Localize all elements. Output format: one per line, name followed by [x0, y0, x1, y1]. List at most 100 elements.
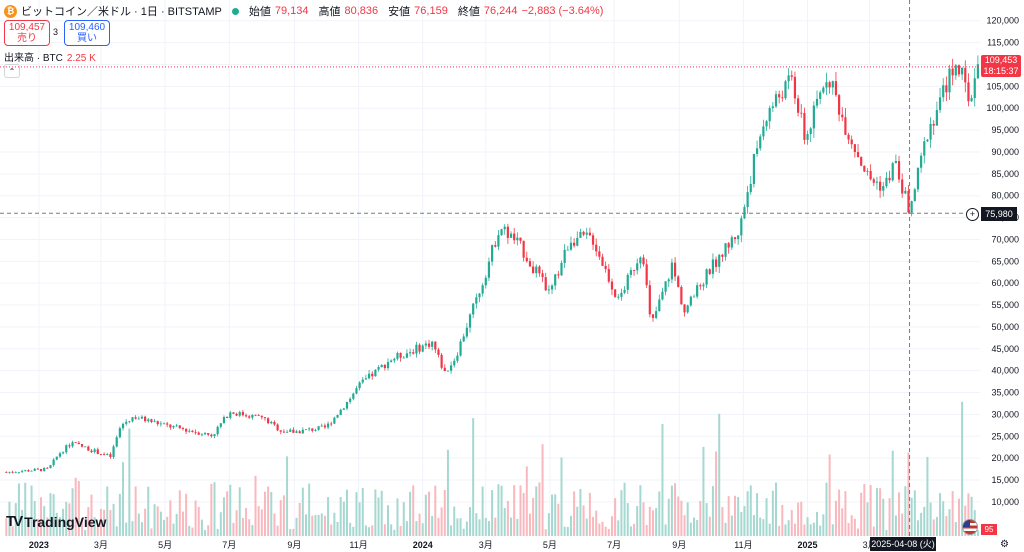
candle-body	[377, 367, 380, 370]
volume-bar	[648, 506, 651, 536]
candle-body	[304, 429, 308, 431]
volume-bar	[396, 498, 399, 536]
volume-bar	[913, 490, 916, 536]
volume-bar	[525, 466, 528, 536]
candle-body	[222, 416, 226, 424]
candle-body	[55, 456, 58, 460]
volume-bar	[469, 507, 472, 536]
time-tick-label: 11月	[734, 540, 752, 550]
candle-body	[951, 68, 954, 76]
price-tick-label: 35,000	[991, 388, 1019, 398]
candle-body	[932, 123, 935, 126]
volume-bar	[566, 526, 569, 536]
volume-bar	[377, 497, 380, 536]
volume-bar	[711, 486, 714, 536]
candle-body	[784, 81, 787, 99]
volume-bar	[462, 528, 465, 536]
volume-bar	[929, 502, 932, 536]
candle-body	[364, 378, 368, 380]
candle-body	[295, 431, 298, 433]
sell-price: 109,457	[8, 22, 46, 33]
price-tick-label: 60,000	[991, 278, 1019, 288]
tradingview-logo[interactable]: TV TradingView	[6, 513, 106, 530]
volume-bar	[65, 501, 68, 536]
volume-bar	[661, 424, 664, 536]
symbol-title[interactable]: ビットコイン／米ドル · 1日 · BITSTAMP	[21, 6, 222, 18]
candle-body	[781, 97, 784, 99]
candle-body	[437, 349, 440, 355]
volume-bar	[781, 504, 784, 536]
candle-body	[219, 423, 222, 427]
volume-bar	[21, 509, 24, 536]
volume-bar	[607, 529, 610, 536]
candle-body	[920, 155, 923, 168]
volume-bar	[52, 494, 55, 536]
volume-bar	[30, 485, 33, 536]
candle-body	[733, 237, 737, 240]
candle-body	[765, 121, 768, 127]
price-tick-label: 45,000	[991, 344, 1019, 354]
volume-bar	[93, 517, 96, 536]
sell-button[interactable]: 109,457 売り	[4, 20, 50, 46]
volume-bar	[140, 522, 143, 536]
volume-bar	[393, 529, 396, 536]
price-tick-label: 25,000	[991, 431, 1019, 441]
volume-bar	[658, 491, 661, 536]
candle-body	[525, 257, 528, 262]
candle-body	[686, 305, 689, 313]
us-flag-icon[interactable]	[962, 519, 978, 535]
candle-body	[33, 468, 36, 471]
candle-body	[320, 425, 323, 427]
volume-bar	[588, 492, 591, 536]
volume-bar	[500, 485, 503, 536]
volume-bar	[99, 508, 102, 536]
volume-bar	[263, 491, 266, 536]
volume-bar	[317, 514, 320, 536]
candle-body	[544, 277, 547, 291]
candle-body	[841, 114, 844, 118]
candle-body	[200, 434, 203, 436]
candle-body	[263, 417, 267, 419]
volume-bar	[951, 491, 954, 536]
volume-bar	[125, 522, 128, 536]
candle-body	[342, 408, 345, 410]
volume-bar	[544, 529, 547, 536]
volume-bar	[380, 490, 383, 536]
time-axis[interactable]: 2023 3月 5月 7月 9月 11月 2024 3月 5月 7月 9月 11月 2025 3月	[29, 540, 877, 550]
price-axis[interactable]: 120,000115,000110,000105,000100,00095,00…	[986, 16, 1019, 507]
volume-bar	[601, 521, 604, 536]
buy-button[interactable]: 109,460 買い	[64, 20, 110, 46]
volume-bar	[207, 525, 210, 536]
candle-body	[822, 87, 825, 93]
volume-bar	[431, 515, 434, 536]
settings-gear-icon[interactable]: ⚙	[1000, 539, 1009, 550]
time-tick-label: 5月	[543, 540, 557, 550]
candle-body	[210, 434, 213, 437]
volume-bar	[727, 496, 730, 536]
time-tick-label: 3月	[479, 540, 493, 550]
candle-body	[367, 373, 371, 379]
volume-bar	[787, 520, 790, 536]
volume-bar	[298, 502, 301, 536]
candle-body	[472, 303, 475, 315]
add-alert-plus-icon[interactable]: +	[966, 208, 979, 221]
candle-body	[743, 207, 746, 219]
volume-bar	[40, 497, 43, 536]
candle-body	[478, 293, 481, 298]
volume-bar	[497, 484, 500, 536]
candle-body	[901, 179, 904, 194]
volume-bar	[976, 529, 979, 536]
volume-bar	[875, 488, 878, 536]
candle-body	[926, 139, 929, 142]
collapse-legend-button[interactable]: ⌃	[4, 64, 20, 78]
candle-body	[17, 472, 21, 474]
candle-body	[532, 266, 535, 274]
price-tick-label: 85,000	[991, 169, 1019, 179]
volume-bar	[210, 483, 213, 536]
candle-body	[424, 343, 427, 346]
candle-body	[730, 237, 733, 248]
volume-bar	[825, 482, 828, 536]
candle-body	[806, 133, 809, 140]
volume-bar	[241, 517, 244, 536]
